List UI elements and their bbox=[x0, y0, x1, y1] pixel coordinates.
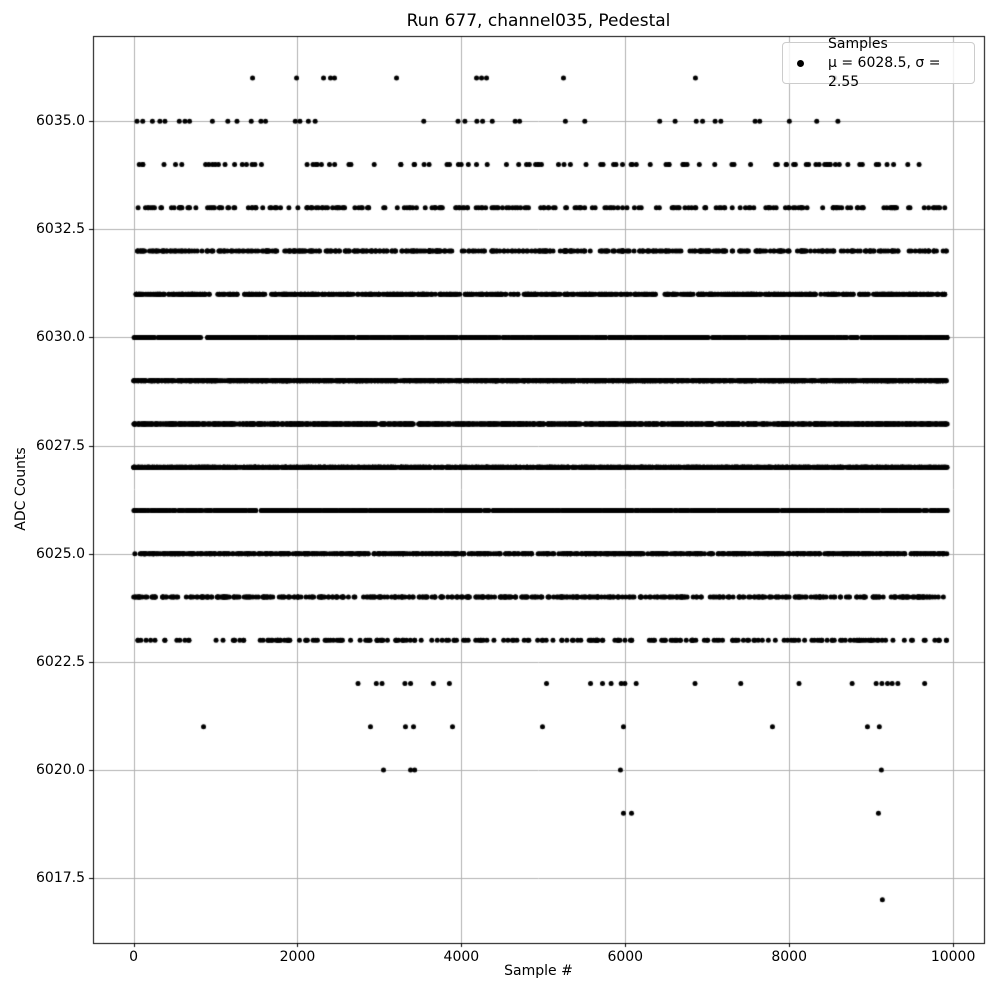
x-tick-label: 10000 bbox=[930, 949, 976, 965]
legend: Samples μ = 6028.5, σ = 2.55 bbox=[782, 36, 975, 90]
chart-title: Run 677, channel035, Pedestal bbox=[406, 11, 671, 31]
y-tick-label: 6032.5 bbox=[36, 221, 85, 238]
y-tick-label: 6035.0 bbox=[36, 113, 85, 130]
x-tick-label: 2000 bbox=[279, 949, 316, 965]
legend-label-stats: μ = 6028.5, σ = 2.55 bbox=[828, 54, 941, 90]
y-axis-label: ADC Counts bbox=[13, 447, 29, 531]
x-tick-label: 0 bbox=[129, 949, 139, 965]
x-axis-label: Sample # bbox=[504, 963, 573, 979]
x-tick-label: 8000 bbox=[771, 949, 808, 965]
x-tick-label: 4000 bbox=[443, 949, 480, 965]
y-tick-label: 6027.5 bbox=[36, 437, 85, 454]
y-tick-label: 6025.0 bbox=[36, 545, 85, 562]
x-tick-label: 6000 bbox=[607, 949, 644, 965]
y-tick-label: 6030.0 bbox=[36, 329, 85, 346]
y-tick-label: 6017.5 bbox=[36, 870, 85, 887]
y-tick-label: 6022.5 bbox=[36, 653, 85, 670]
samples-marker-icon bbox=[797, 59, 804, 67]
y-tick-label: 6020.0 bbox=[36, 761, 85, 778]
legend-label-samples: Samples bbox=[828, 35, 888, 52]
